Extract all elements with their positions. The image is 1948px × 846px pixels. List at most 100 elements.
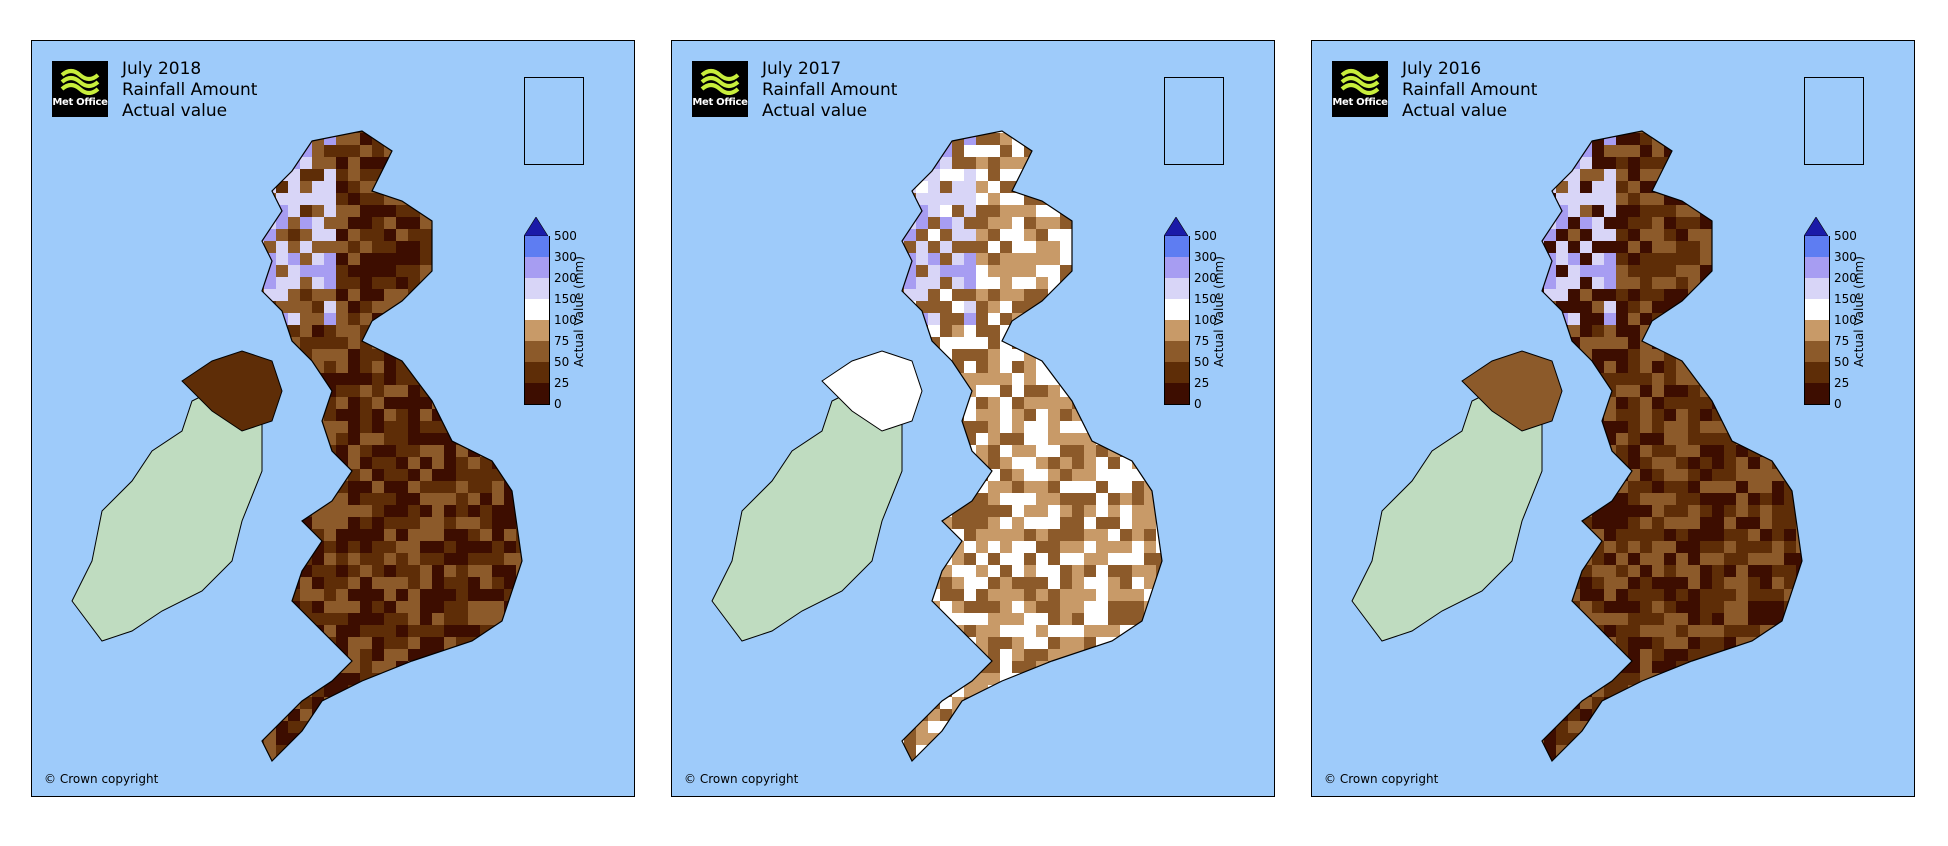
met-office-wave-icon bbox=[1340, 69, 1380, 95]
logo-text: Met Office bbox=[1332, 97, 1388, 108]
legend-swatch bbox=[1804, 257, 1830, 278]
legend-tick-label: 150 bbox=[554, 292, 577, 306]
map-panel-2016: Met Office July 2016 Rainfall Amount Act… bbox=[1311, 40, 1915, 797]
legend-tick-label: 0 bbox=[1834, 397, 1842, 411]
title-subtitle: Actual value bbox=[122, 101, 228, 121]
legend-swatch bbox=[1804, 278, 1830, 299]
title-month: July 2017 bbox=[762, 59, 842, 79]
copyright-notice: © Crown copyright bbox=[44, 772, 159, 786]
legend-tick-label: 150 bbox=[1194, 292, 1217, 306]
legend-tick-label: 500 bbox=[1194, 229, 1217, 243]
legend-tick-label: 300 bbox=[1194, 250, 1217, 264]
legend-swatch bbox=[1164, 320, 1190, 341]
legend-swatch bbox=[524, 383, 550, 405]
rainfall-map-2018 bbox=[71, 130, 523, 763]
legend-tick-label: 200 bbox=[1834, 271, 1857, 285]
legend-swatch bbox=[524, 299, 550, 320]
met-office-logo: Met Office bbox=[692, 61, 748, 117]
legend-axis-label: Actual Value (mm) bbox=[1852, 256, 1866, 367]
rainfall-map-2017 bbox=[711, 130, 1163, 763]
logo-text: Met Office bbox=[52, 97, 108, 108]
great-britain-rainfall-grid bbox=[262, 131, 522, 761]
legend-tick-label: 500 bbox=[554, 229, 577, 243]
great-britain-coastline bbox=[901, 130, 1163, 763]
legend-axis-label: Actual Value (mm) bbox=[572, 256, 586, 367]
map-title: July 2016 Rainfall Amount Actual value bbox=[1402, 59, 1537, 122]
title-metric: Rainfall Amount bbox=[122, 80, 258, 100]
legend-swatch bbox=[1164, 362, 1190, 383]
legend-extend-arrow-icon bbox=[524, 217, 548, 237]
met-office-wave-icon bbox=[60, 69, 100, 95]
met-office-logo: Met Office bbox=[52, 61, 108, 117]
legend-swatch bbox=[1804, 362, 1830, 383]
met-office-logo: Met Office bbox=[1332, 61, 1388, 117]
legend-swatch bbox=[524, 257, 550, 278]
title-subtitle: Actual value bbox=[1402, 101, 1508, 121]
legend-tick-label: 200 bbox=[554, 271, 577, 285]
legend-tick-label: 50 bbox=[1834, 355, 1850, 369]
map-panel-2018: Met Office July 2018 Rainfall Amount Act… bbox=[31, 40, 635, 797]
legend-tick-label: 25 bbox=[1194, 376, 1210, 390]
legend-swatch bbox=[1804, 320, 1830, 341]
great-britain-coastline bbox=[1541, 130, 1803, 763]
copyright-notice: © Crown copyright bbox=[684, 772, 799, 786]
great-britain-coastline bbox=[261, 130, 523, 763]
shetland-inset bbox=[1804, 77, 1864, 165]
legend-tick-label: 300 bbox=[554, 250, 577, 264]
copyright-notice: © Crown copyright bbox=[1324, 772, 1439, 786]
legend-tick-label: 25 bbox=[554, 376, 570, 390]
legend-swatch bbox=[1804, 341, 1830, 362]
shetland-inset bbox=[524, 77, 584, 165]
legend-swatch bbox=[524, 278, 550, 299]
legend-tick-label: 300 bbox=[1834, 250, 1857, 264]
legend-tick-label: 100 bbox=[554, 313, 577, 327]
northern-ireland-region bbox=[1461, 350, 1563, 432]
rainfall-legend: 500 300 200 150 100 75 50 25 0 Actual Value (mm) bbox=[1164, 217, 1274, 417]
rainfall-map-2016 bbox=[1351, 130, 1803, 763]
legend-tick-label: 100 bbox=[1834, 313, 1857, 327]
map-panel-2017: Met Office July 2017 Rainfall Amount Act… bbox=[671, 40, 1275, 797]
legend-swatch bbox=[1164, 257, 1190, 278]
legend-swatch bbox=[1164, 299, 1190, 320]
legend-axis-label: Actual Value (mm) bbox=[1212, 256, 1226, 367]
northern-ireland-region bbox=[821, 350, 923, 432]
title-metric: Rainfall Amount bbox=[762, 80, 898, 100]
legend-tick-label: 0 bbox=[1194, 397, 1202, 411]
legend-swatch bbox=[1804, 236, 1830, 257]
legend-extend-arrow-icon bbox=[1804, 217, 1828, 237]
legend-extend-arrow-icon bbox=[1164, 217, 1188, 237]
northern-ireland-region bbox=[181, 350, 283, 432]
legend-swatch bbox=[1804, 299, 1830, 320]
legend-tick-label: 500 bbox=[1834, 229, 1857, 243]
great-britain-rainfall-grid bbox=[902, 131, 1162, 761]
legend-tick-label: 25 bbox=[1834, 376, 1850, 390]
legend-swatch bbox=[1164, 383, 1190, 405]
legend-tick-label: 100 bbox=[1194, 313, 1217, 327]
legend-tick-label: 200 bbox=[1194, 271, 1217, 285]
legend-swatch bbox=[1804, 383, 1830, 405]
great-britain-rainfall-grid bbox=[1542, 131, 1802, 761]
legend-tick-label: 150 bbox=[1834, 292, 1857, 306]
shetland-inset bbox=[1164, 77, 1224, 165]
legend-swatch bbox=[1164, 236, 1190, 257]
legend-swatch bbox=[524, 341, 550, 362]
legend-swatch bbox=[524, 362, 550, 383]
legend-swatch bbox=[1164, 341, 1190, 362]
title-month: July 2016 bbox=[1402, 59, 1482, 79]
map-title: July 2017 Rainfall Amount Actual value bbox=[762, 59, 897, 122]
rainfall-legend: 500 300 200 150 100 75 50 25 0 Actual Value (mm) bbox=[524, 217, 634, 417]
title-subtitle: Actual value bbox=[762, 101, 868, 121]
legend-tick-label: 50 bbox=[1194, 355, 1210, 369]
legend-tick-label: 75 bbox=[1194, 334, 1210, 348]
logo-text: Met Office bbox=[692, 97, 748, 108]
legend-swatch bbox=[524, 236, 550, 257]
legend-tick-label: 0 bbox=[554, 397, 562, 411]
legend-tick-label: 50 bbox=[554, 355, 570, 369]
legend-swatch bbox=[524, 320, 550, 341]
legend-tick-label: 75 bbox=[554, 334, 570, 348]
legend-tick-label: 75 bbox=[1834, 334, 1850, 348]
legend-swatch bbox=[1164, 278, 1190, 299]
title-metric: Rainfall Amount bbox=[1402, 80, 1538, 100]
met-office-wave-icon bbox=[700, 69, 740, 95]
map-title: July 2018 Rainfall Amount Actual value bbox=[122, 59, 257, 122]
